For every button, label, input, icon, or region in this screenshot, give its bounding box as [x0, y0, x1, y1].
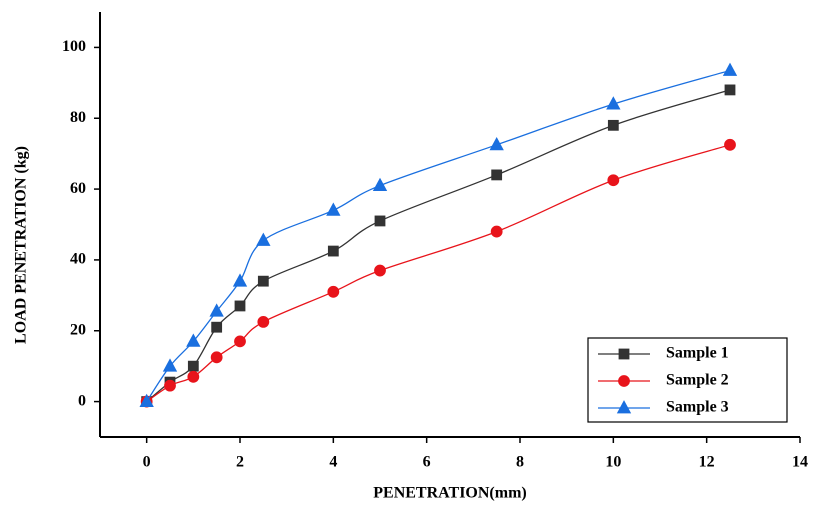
legend-label: Sample 1: [666, 345, 729, 362]
marker: [256, 232, 271, 246]
marker: [374, 264, 386, 277]
marker: [489, 136, 504, 151]
marker: [257, 315, 270, 328]
marker: [722, 62, 738, 76]
marker: [618, 348, 630, 360]
marker: [724, 138, 736, 151]
marker: [616, 400, 632, 414]
marker: [490, 225, 503, 238]
marker: [187, 360, 199, 372]
y-tick-label: 80: [70, 109, 86, 126]
y-tick-label: 20: [70, 321, 86, 338]
y-tick-label: 40: [70, 251, 86, 268]
x-tick-label: 4: [329, 454, 337, 471]
marker: [724, 84, 736, 96]
marker: [372, 177, 388, 191]
marker: [164, 379, 176, 392]
x-tick-label: 8: [516, 454, 524, 471]
legend-label: Sample 2: [666, 372, 729, 389]
marker: [162, 358, 178, 372]
x-axis-label: PENETRATION(mm): [373, 485, 526, 502]
marker: [232, 273, 248, 287]
y-tick-label: 60: [70, 180, 86, 197]
marker: [257, 275, 269, 287]
marker: [491, 169, 503, 181]
marker: [607, 174, 620, 187]
marker: [211, 321, 223, 333]
y-tick-label: 0: [78, 392, 86, 409]
marker: [606, 96, 621, 110]
x-tick-label: 12: [699, 454, 715, 471]
y-axis-label: LOAD PENETRATION (kg): [13, 146, 30, 344]
marker: [327, 285, 340, 298]
x-tick-label: 10: [605, 454, 621, 471]
legend-label: Sample 3: [666, 399, 729, 416]
marker: [234, 335, 246, 348]
y-tick-label: 100: [62, 38, 86, 55]
marker: [607, 119, 619, 131]
marker: [618, 375, 630, 387]
legend: Sample 1 Sample 2 Sample 3: [587, 337, 788, 423]
x-tick-label: 0: [143, 454, 151, 471]
marker: [209, 303, 224, 317]
marker: [187, 370, 200, 383]
x-tick-label: 14: [792, 454, 808, 471]
marker: [210, 351, 223, 364]
marker: [186, 333, 201, 347]
marker: [234, 300, 246, 312]
x-tick-label: 2: [236, 454, 244, 471]
marker: [326, 202, 341, 216]
marker: [374, 215, 386, 227]
x-tick-label: 6: [423, 454, 431, 471]
marker: [139, 393, 154, 407]
marker: [327, 245, 339, 257]
